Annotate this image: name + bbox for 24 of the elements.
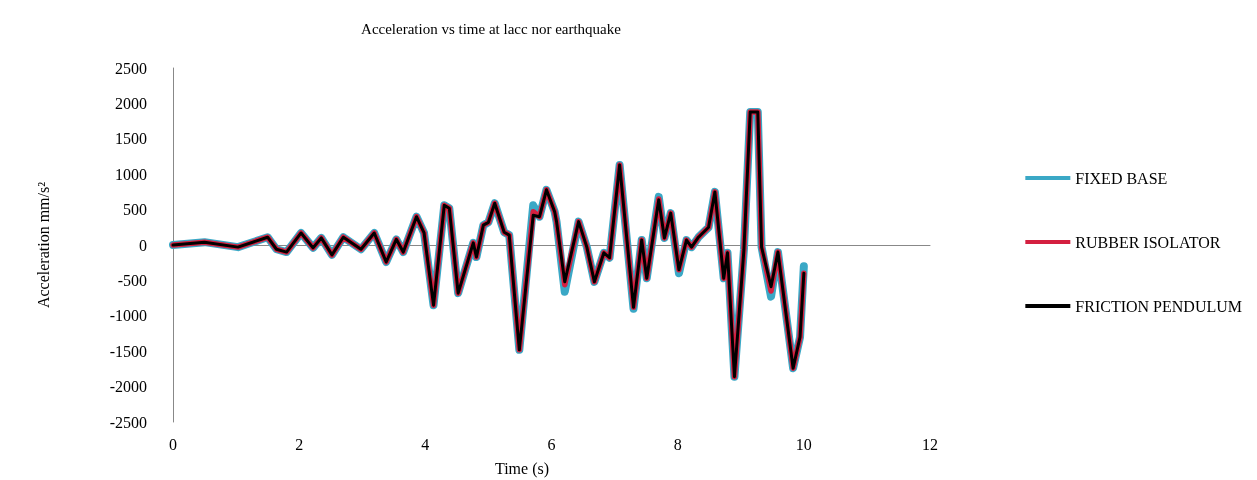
legend-label: FRICTION PENDULUM [1075, 297, 1242, 315]
legend-label: RUBBER ISOLATOR [1075, 233, 1221, 251]
y-tick-label: -1500 [109, 342, 147, 360]
y-tick-label: 0 [139, 236, 147, 254]
x-tick-label: 6 [547, 435, 556, 453]
x-tick-label: 2 [295, 435, 304, 453]
y-tick-label: -500 [117, 271, 147, 289]
y-tick-label: 2000 [115, 94, 147, 112]
y-tick-label: 1000 [115, 165, 147, 183]
y-tick-label: -1000 [109, 307, 147, 325]
y-tick-label: 500 [123, 201, 147, 219]
x-tick-label: 12 [922, 435, 938, 453]
chart-title: Acceleration vs time at lacc nor earthquake [361, 20, 622, 37]
legend-label: FIXED BASE [1075, 169, 1168, 187]
x-tick-label: 4 [421, 435, 430, 453]
y-axis-title: Acceleration mm/s² [34, 181, 52, 309]
y-tick-label: -2500 [109, 413, 147, 431]
x-tick-label: 0 [169, 435, 177, 453]
x-axis-title: Time (s) [494, 459, 550, 478]
x-tick-label: 8 [673, 435, 682, 453]
x-tick-label: 10 [795, 435, 812, 453]
y-tick-label: 1500 [115, 130, 147, 148]
y-tick-label: -2000 [109, 378, 147, 396]
y-tick-label: 2500 [115, 59, 147, 77]
